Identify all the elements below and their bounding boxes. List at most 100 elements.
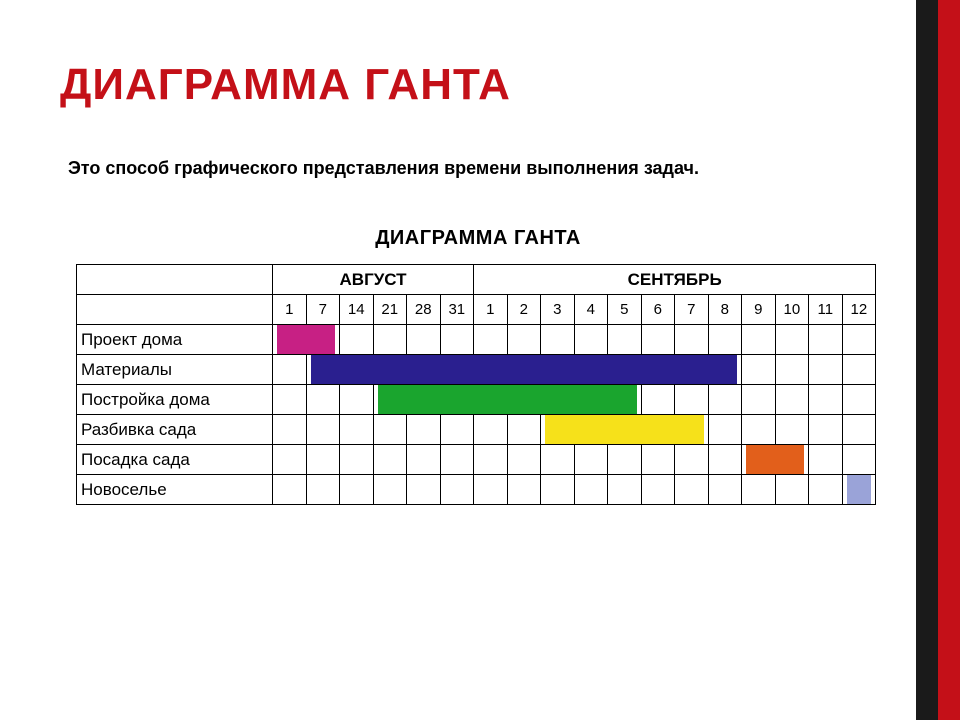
gantt-cell-empty — [742, 475, 776, 505]
gantt-tick: 10 — [775, 295, 809, 325]
gantt-cell-empty — [340, 415, 374, 445]
gantt-tick: 2 — [507, 295, 541, 325]
gantt-cell-empty — [407, 445, 441, 475]
gantt-task-label: Посадка сада — [77, 445, 273, 475]
slide-title: ДИАГРАММА ГАНТА — [60, 60, 880, 110]
gantt-cell-empty — [675, 325, 709, 355]
gantt-tick: 1 — [273, 295, 307, 325]
gantt-corner — [77, 295, 273, 325]
gantt-cell-empty — [775, 325, 809, 355]
gantt-cell-empty — [474, 325, 508, 355]
gantt-table: АВГУСТСЕНТЯБРЬ1714212831123456789101112П… — [76, 264, 876, 505]
gantt-cell-empty — [842, 325, 876, 355]
gantt-cell-empty — [842, 385, 876, 415]
side-stripe-dark — [916, 0, 938, 720]
gantt-cell-empty — [641, 325, 675, 355]
gantt-cell-empty — [675, 475, 709, 505]
gantt-month-header: СЕНТЯБРЬ — [474, 265, 876, 295]
gantt-tick: 21 — [373, 295, 407, 325]
gantt-cell-empty — [373, 415, 407, 445]
gantt-bar-fill — [545, 415, 704, 444]
gantt-cell-empty — [708, 415, 742, 445]
gantt-bar — [541, 415, 709, 445]
slide: ДИАГРАММА ГАНТА Это способ графического … — [0, 0, 960, 720]
gantt-chart: ДИАГРАММА ГАНТА АВГУСТСЕНТЯБРЬ1714212831… — [76, 227, 880, 505]
gantt-row: Разбивка сада — [77, 415, 876, 445]
gantt-tick: 4 — [574, 295, 608, 325]
gantt-title: ДИАГРАММА ГАНТА — [76, 227, 880, 250]
gantt-cell-empty — [641, 475, 675, 505]
gantt-cell-empty — [708, 445, 742, 475]
gantt-cell-empty — [742, 325, 776, 355]
gantt-bar — [742, 445, 809, 475]
gantt-cell-empty — [474, 475, 508, 505]
gantt-cell-empty — [340, 385, 374, 415]
gantt-task-label: Постройка дома — [77, 385, 273, 415]
gantt-corner — [77, 265, 273, 295]
gantt-cell-empty — [273, 445, 307, 475]
side-stripe-red — [938, 0, 960, 720]
gantt-cell-empty — [507, 325, 541, 355]
gantt-cell-empty — [273, 385, 307, 415]
gantt-cell-empty — [675, 385, 709, 415]
gantt-bar — [373, 385, 641, 415]
gantt-cell-empty — [775, 385, 809, 415]
gantt-tick: 8 — [708, 295, 742, 325]
gantt-cell-empty — [407, 475, 441, 505]
gantt-bar-fill — [378, 385, 637, 414]
gantt-cell-empty — [507, 415, 541, 445]
gantt-cell-empty — [742, 385, 776, 415]
gantt-tick: 11 — [809, 295, 843, 325]
gantt-cell-empty — [407, 325, 441, 355]
gantt-task-label: Материалы — [77, 355, 273, 385]
gantt-tick: 5 — [608, 295, 642, 325]
gantt-cell-empty — [742, 415, 776, 445]
gantt-cell-empty — [474, 415, 508, 445]
gantt-cell-empty — [407, 415, 441, 445]
gantt-cell-empty — [440, 475, 474, 505]
gantt-cell-empty — [507, 445, 541, 475]
gantt-bar-fill — [311, 355, 738, 384]
gantt-task-label: Проект дома — [77, 325, 273, 355]
gantt-bar — [273, 325, 340, 355]
gantt-cell-empty — [273, 475, 307, 505]
gantt-cell-empty — [608, 445, 642, 475]
gantt-tick: 6 — [641, 295, 675, 325]
gantt-cell-empty — [842, 445, 876, 475]
gantt-tick: 28 — [407, 295, 441, 325]
gantt-cell-empty — [440, 445, 474, 475]
gantt-tick: 14 — [340, 295, 374, 325]
gantt-cell-empty — [474, 445, 508, 475]
gantt-cell-empty — [608, 325, 642, 355]
gantt-cell-empty — [809, 415, 843, 445]
gantt-cell-empty — [340, 445, 374, 475]
gantt-cell-empty — [574, 325, 608, 355]
gantt-cell-empty — [641, 445, 675, 475]
gantt-cell-empty — [809, 475, 843, 505]
gantt-row: Материалы — [77, 355, 876, 385]
gantt-cell-empty — [608, 475, 642, 505]
gantt-row: Постройка дома — [77, 385, 876, 415]
gantt-cell-empty — [742, 355, 776, 385]
gantt-bar — [842, 475, 876, 505]
gantt-cell-empty — [708, 385, 742, 415]
gantt-cell-empty — [809, 325, 843, 355]
gantt-cell-empty — [675, 445, 709, 475]
slide-subtitle: Это способ графического представления вр… — [68, 158, 880, 179]
gantt-cell-empty — [775, 355, 809, 385]
gantt-cell-empty — [306, 415, 340, 445]
gantt-cell-empty — [541, 325, 575, 355]
gantt-cell-empty — [273, 355, 307, 385]
gantt-cell-empty — [541, 445, 575, 475]
gantt-cell-empty — [809, 355, 843, 385]
gantt-bar — [306, 355, 742, 385]
gantt-cell-empty — [809, 445, 843, 475]
gantt-row: Проект дома — [77, 325, 876, 355]
gantt-cell-empty — [809, 385, 843, 415]
gantt-cell-empty — [775, 415, 809, 445]
gantt-row: Новоселье — [77, 475, 876, 505]
gantt-cell-empty — [306, 475, 340, 505]
gantt-cell-empty — [440, 325, 474, 355]
gantt-bar-fill — [277, 325, 335, 354]
gantt-cell-empty — [842, 415, 876, 445]
